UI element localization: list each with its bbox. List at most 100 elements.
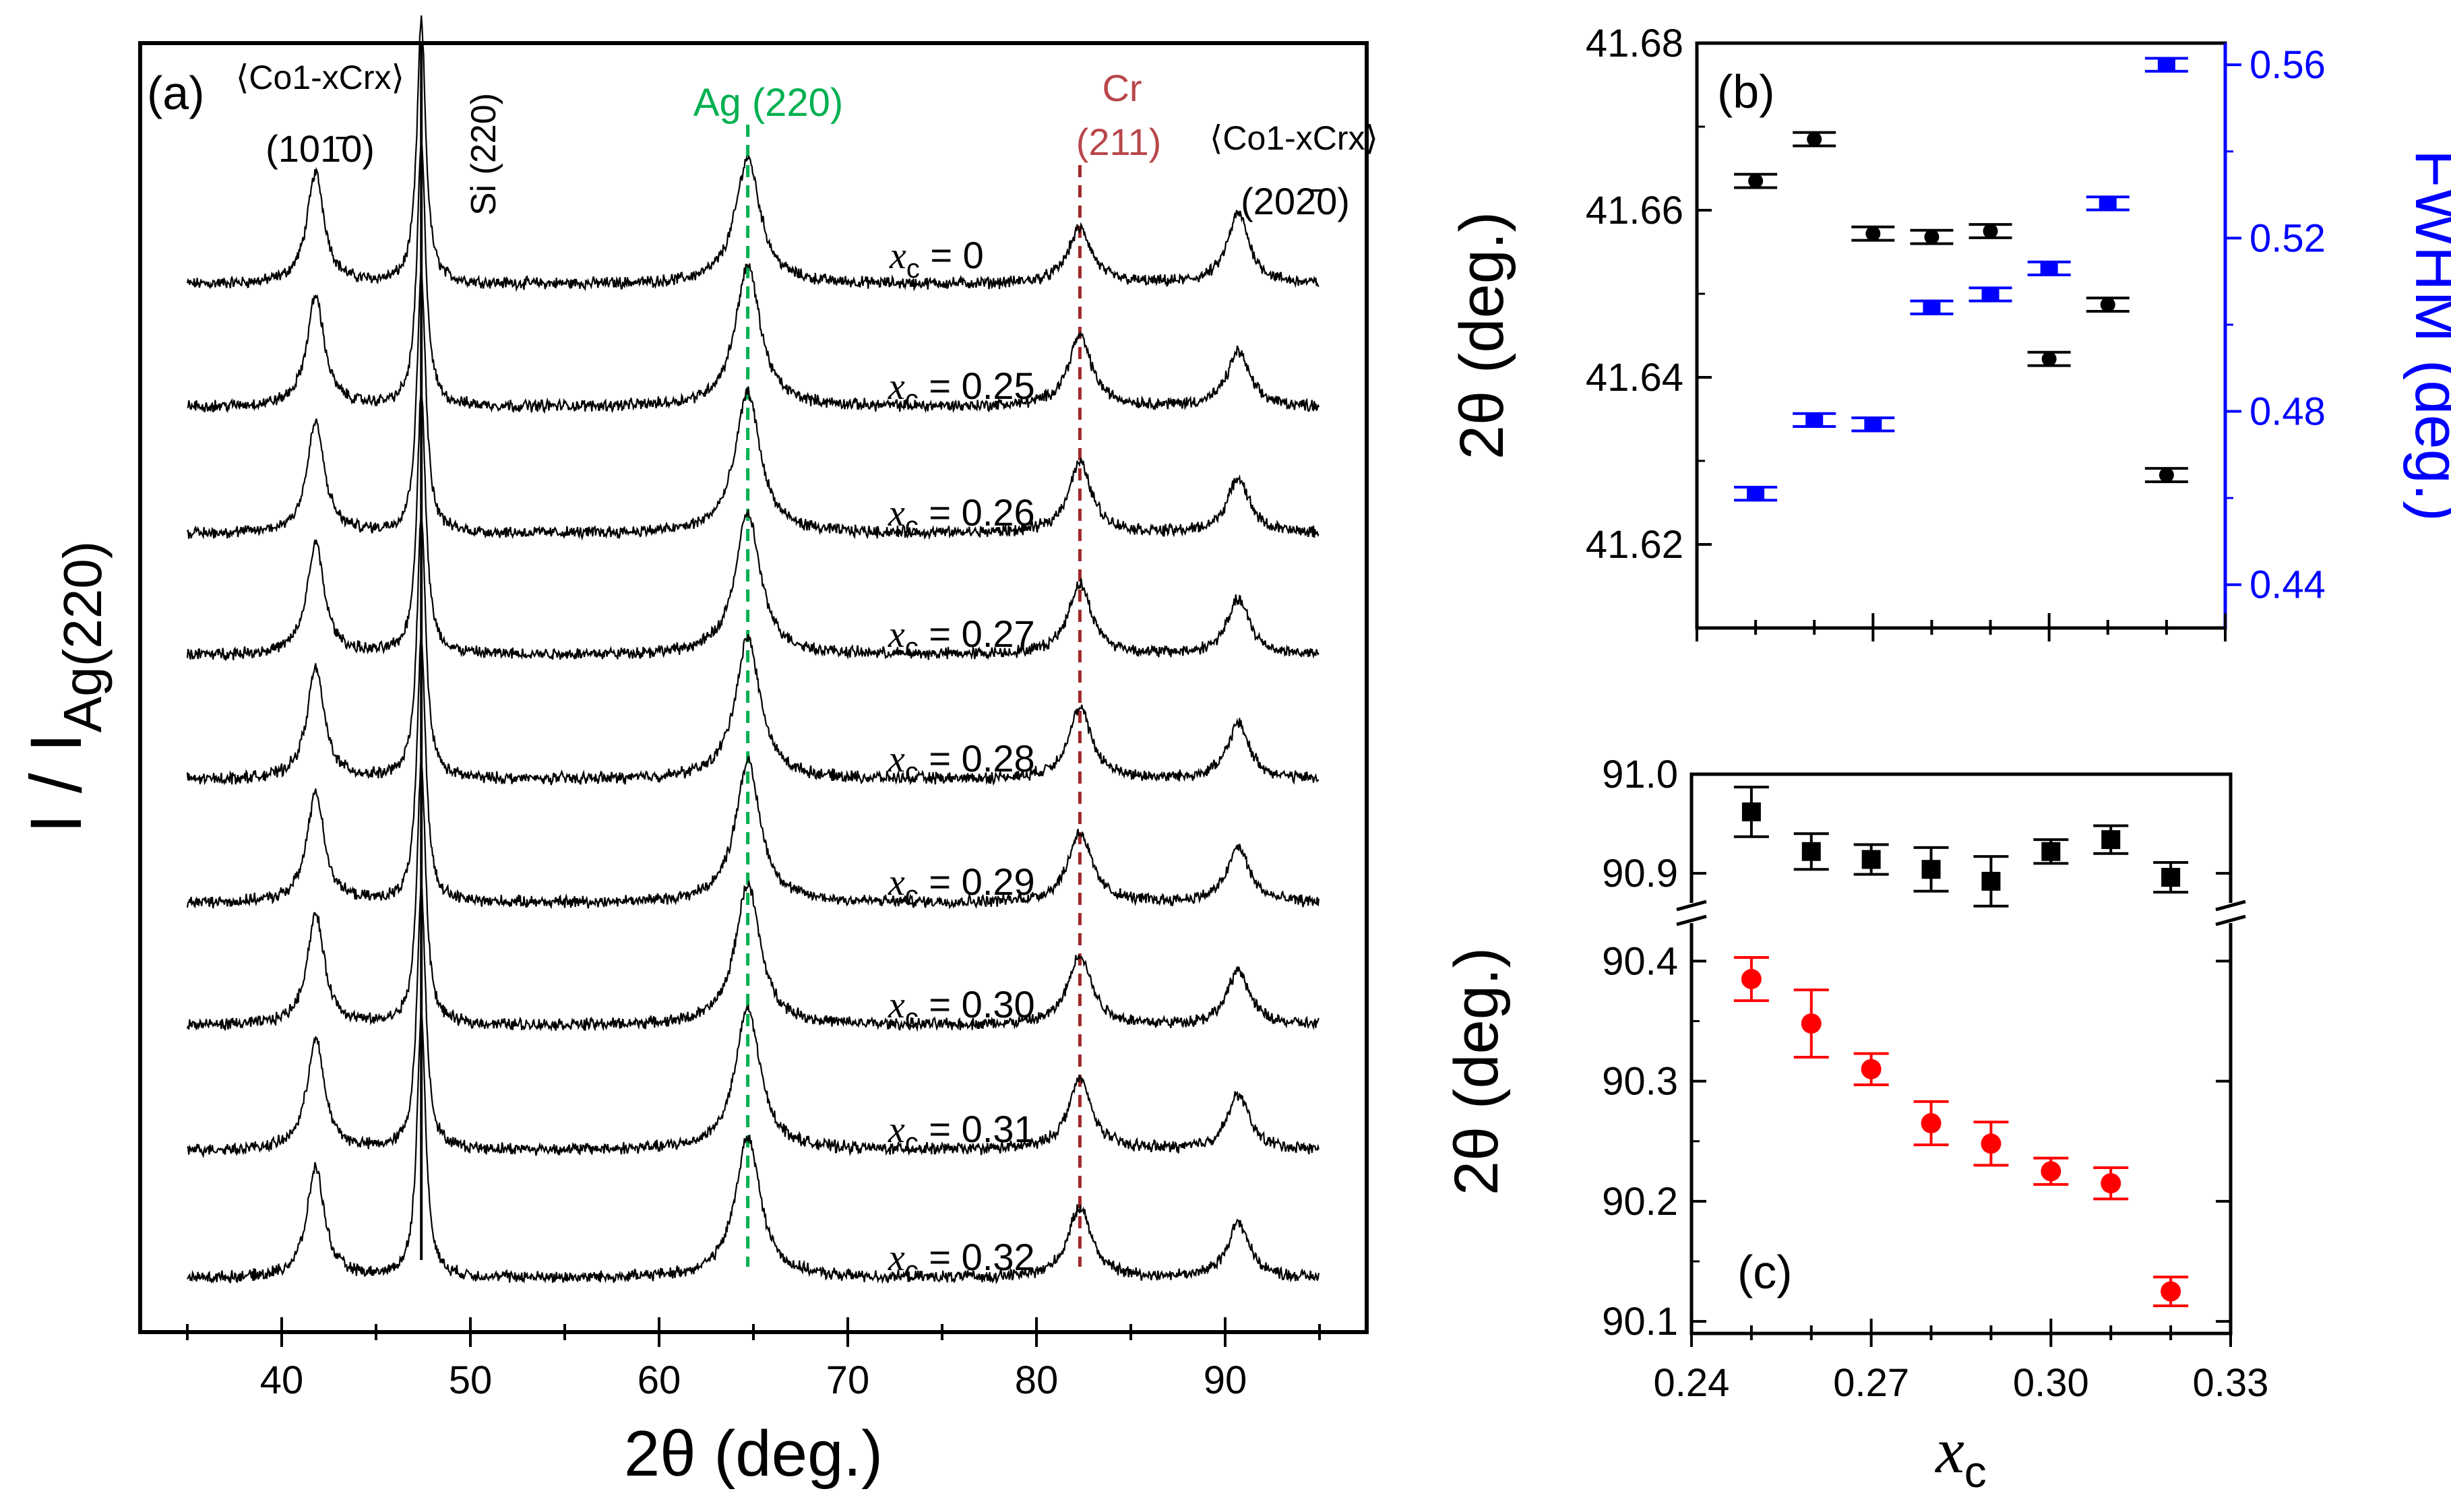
c-y-tick-label: 90.4	[1602, 939, 1678, 983]
c-point	[1801, 1013, 1822, 1034]
panel-c-x-ticks: 0.24 0.27 0.30 0.33	[1654, 1319, 2269, 1405]
xc-value: = 0.30	[919, 983, 1035, 1026]
xrd-trace-1	[187, 139, 1320, 414]
series-label-7: xc = 0.31	[888, 1108, 1035, 1158]
b-point	[2041, 351, 2057, 367]
axis-break-right	[2215, 900, 2246, 926]
c-point	[1981, 871, 2001, 891]
c-point	[1741, 969, 1762, 990]
panel-a-label: (a)	[147, 67, 205, 119]
b-point	[2100, 297, 2115, 313]
c-point	[1801, 842, 1821, 861]
b-left-tick-label: 41.66	[1586, 189, 1683, 232]
xrd-trace-2	[186, 271, 1320, 541]
ag-label: Ag (220)	[693, 81, 843, 125]
panel-c-frame	[1689, 772, 2233, 1335]
c-y-tick-label: 90.9	[1602, 852, 1678, 895]
b-left-tick-label: 41.68	[1586, 22, 1683, 65]
xc-sub: c	[905, 757, 919, 787]
cocr-low-label: ⟨Co1-xCrx⟩	[236, 59, 404, 96]
xc-sub: c	[905, 1256, 919, 1286]
panel-b-scatter: 41.62 41.64 41.66 41.68 0.44 0.48 0.52 0.56 (b…	[1448, 22, 2451, 641]
xc-x: x	[888, 614, 905, 656]
cocr-high-index: (202̄0)	[1241, 180, 1350, 222]
c-x-tick-label: 0.33	[2193, 1361, 2269, 1405]
series-label-2: xc = 0.26	[888, 491, 1035, 541]
panel-b-ylabel-left: 2θ (deg.)	[1448, 212, 1516, 460]
cocr-high-label: ⟨Co1-xCrx⟩	[1210, 119, 1378, 157]
c-y-tick-label: 90.3	[1602, 1060, 1678, 1104]
series-label-5: xc = 0.29	[888, 860, 1035, 910]
xc-x: x	[888, 1109, 905, 1151]
xc-x: x	[888, 738, 905, 780]
xc-value: = 0.25	[919, 365, 1035, 407]
panel-c-scatter: 90.9 91.0 90.1 90.2 90.3 90.4 0.24 0.27 0.30 0.3…	[1442, 753, 2268, 1497]
reference-lines	[420, 43, 1082, 1267]
xlabel-subscript: c	[1964, 1447, 1987, 1497]
xrd-trace-3	[186, 393, 1320, 662]
axis-break-left	[1676, 900, 1707, 926]
b-point	[1807, 131, 1822, 147]
xc-value: = 0.32	[919, 1236, 1035, 1278]
c-point	[1741, 802, 1761, 821]
xc-sub: c	[906, 254, 920, 284]
b-left-tick-label: 41.64	[1586, 356, 1683, 400]
xc-x: x	[889, 235, 906, 277]
xc-sub: c	[905, 1128, 919, 1158]
c-point	[1921, 860, 1941, 879]
xc-x: x	[888, 1237, 905, 1279]
b-point	[2159, 468, 2174, 483]
x-tick-label: 70	[826, 1358, 870, 1402]
panel-b-left-ticks: 41.62 41.64 41.66 41.68	[1586, 22, 1712, 629]
xc-sub: c	[905, 511, 919, 541]
c-point	[1921, 1113, 1942, 1133]
c-x-tick-label: 0.24	[1654, 1361, 1730, 1405]
xc-value: = 0.26	[919, 491, 1035, 534]
c-x-tick-label: 0.27	[1833, 1361, 1909, 1405]
xc-x: x	[888, 984, 905, 1026]
xc-x: x	[888, 862, 905, 904]
panel-b-points	[1734, 57, 2188, 502]
panel-b-label: (b)	[1717, 65, 1775, 118]
panel-b-right-ticks: 0.44 0.48 0.52 0.56	[2225, 43, 2326, 607]
b-point	[1923, 301, 1941, 315]
panel-b-x-ticks	[1696, 613, 2227, 641]
xrd-traces	[186, 15, 1320, 1285]
b-right-tick-label: 0.44	[2250, 563, 2326, 607]
c-point	[2161, 868, 2181, 887]
series-label-1: xc = 0.25	[888, 365, 1035, 414]
c-point	[2101, 1173, 2121, 1194]
xc-value: = 0.31	[919, 1108, 1035, 1150]
c-point	[2101, 830, 2121, 850]
cr-label: Cr	[1102, 67, 1142, 109]
xc-value: = 0	[920, 234, 984, 276]
xc-x: x	[888, 366, 905, 408]
c-x-tick-label: 0.30	[2013, 1361, 2089, 1405]
cocr-low-index: (101̄0)	[266, 127, 375, 170]
c-point	[2161, 1281, 2181, 1302]
c-point	[1981, 1133, 2002, 1154]
panel-a-ylabel: I / IAg(220)	[15, 541, 113, 834]
b-point	[1748, 173, 1764, 189]
b-point	[1865, 226, 1881, 241]
xc-sub: c	[905, 881, 919, 910]
xc-x: x	[888, 493, 905, 534]
c-y-tick-label: 91.0	[1602, 753, 1678, 796]
xc-sub: c	[905, 1003, 919, 1033]
b-point	[1747, 486, 1765, 501]
b-point	[1924, 229, 1940, 245]
x-tick-label: 60	[638, 1358, 681, 1402]
series-label-3: xc = 0.27	[888, 612, 1035, 662]
x-tick-label: 90	[1204, 1358, 1247, 1402]
ylabel-main: I / I	[15, 732, 96, 833]
ylabel-subscript: Ag(220)	[53, 541, 113, 733]
panel-b-ylabel-right: FWHM (deg.)	[2402, 150, 2451, 522]
xrd-trace-6	[186, 763, 1320, 1032]
xc-sub: c	[905, 385, 919, 414]
b-point	[2040, 261, 2058, 276]
c-y-tick-label: 90.1	[1602, 1300, 1678, 1344]
series-label-8: xc = 0.32	[888, 1236, 1035, 1286]
svg-text:I / IAg(220): I / IAg(220)	[15, 541, 113, 834]
